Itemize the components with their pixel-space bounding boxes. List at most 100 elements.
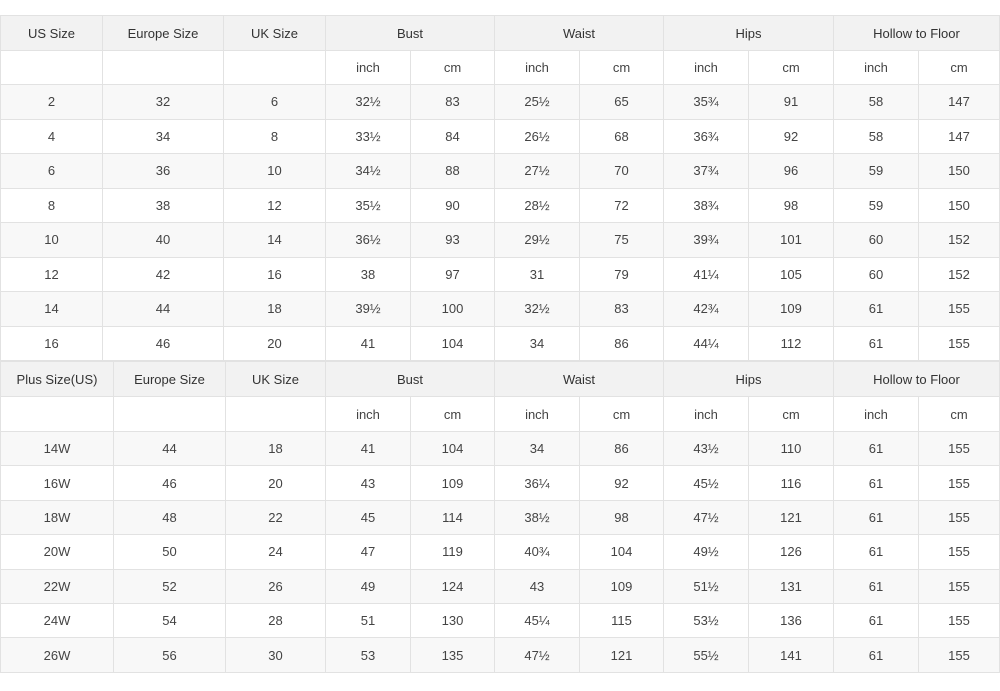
table-cell: 25½ [495, 85, 580, 120]
table-cell: 27½ [495, 154, 580, 189]
table-cell: 121 [749, 500, 834, 536]
column-header: UK Size [224, 16, 326, 51]
column-header: Waist [495, 16, 664, 51]
table-cell: 110 [749, 432, 834, 467]
table-cell: 20W [1, 535, 114, 570]
table-cell: 34 [495, 326, 580, 361]
table-cell: 4 [1, 119, 103, 154]
table-cell: 22 [226, 500, 326, 536]
table-cell: 14 [224, 223, 326, 258]
table-cell: 47½ [664, 500, 749, 536]
table-cell: 14 [1, 292, 103, 327]
table-cell: 34 [495, 432, 580, 467]
table-cell: 16 [1, 326, 103, 361]
column-header: Europe Size [103, 16, 224, 51]
table-cell: 104 [580, 535, 664, 570]
table-cell: 86 [580, 326, 664, 361]
column-header: Hips [664, 362, 834, 397]
table-cell: 61 [834, 466, 919, 501]
table-cell: 49 [326, 569, 411, 604]
table-cell: 109 [749, 292, 834, 327]
table-cell: 84 [411, 119, 495, 154]
empty-cell [1, 397, 114, 432]
empty-cell [226, 397, 326, 432]
table-cell: 47½ [495, 638, 580, 673]
table-cell: 83 [411, 85, 495, 120]
table-cell: 8 [224, 119, 326, 154]
table-cell: 46 [103, 326, 224, 361]
table-cell: 38 [326, 257, 411, 292]
table-cell: 48 [114, 500, 226, 536]
table-cell: 32½ [326, 85, 411, 120]
table-cell: 155 [919, 292, 1000, 327]
table-cell: 24W [1, 603, 114, 639]
table-cell: 65 [580, 85, 664, 120]
table-cell: 147 [919, 119, 1000, 154]
unit-header: cm [749, 51, 834, 85]
table-cell: 28½ [495, 188, 580, 223]
table-cell: 124 [411, 569, 495, 604]
column-header: US Size [1, 16, 103, 51]
table-cell: 61 [834, 500, 919, 536]
table-cell: 41¼ [664, 257, 749, 292]
table-cell: 60 [834, 223, 919, 258]
table-cell: 55½ [664, 638, 749, 673]
table-cell: 31 [495, 257, 580, 292]
unit-header: cm [411, 51, 495, 85]
table-cell: 104 [411, 326, 495, 361]
table-cell: 90 [411, 188, 495, 223]
unit-header: inch [834, 51, 919, 85]
table-cell: 86 [580, 432, 664, 467]
table-cell: 54 [114, 603, 226, 639]
table-cell: 47 [326, 535, 411, 570]
table-cell: 16W [1, 466, 114, 501]
table-cell: 26W [1, 638, 114, 673]
table-cell: 50 [114, 535, 226, 570]
table-cell: 58 [834, 119, 919, 154]
table-cell: 93 [411, 223, 495, 258]
table-cell: 155 [919, 432, 1000, 467]
empty-cell [224, 51, 326, 85]
table-cell: 16 [224, 257, 326, 292]
table-cell: 34½ [326, 154, 411, 189]
table-cell: 45½ [664, 466, 749, 501]
table-cell: 36½ [326, 223, 411, 258]
table-cell: 44 [103, 292, 224, 327]
table-cell: 105 [749, 257, 834, 292]
table-cell: 52 [114, 569, 226, 604]
table-cell: 38¾ [664, 188, 749, 223]
table-cell: 100 [411, 292, 495, 327]
unit-header: inch [495, 397, 580, 432]
table-cell: 101 [749, 223, 834, 258]
table-cell: 70 [580, 154, 664, 189]
table-cell: 141 [749, 638, 834, 673]
table-cell: 43 [495, 569, 580, 604]
empty-cell [114, 397, 226, 432]
table-cell: 44 [114, 432, 226, 467]
table-cell: 42¾ [664, 292, 749, 327]
table-cell: 115 [580, 603, 664, 639]
table-cell: 45¼ [495, 603, 580, 639]
table-cell: 51½ [664, 569, 749, 604]
table-cell: 18 [226, 432, 326, 467]
table-cell: 126 [749, 535, 834, 570]
table-cell: 32½ [495, 292, 580, 327]
table-cell: 92 [749, 119, 834, 154]
table-cell: 43½ [664, 432, 749, 467]
column-header: Bust [326, 362, 495, 397]
table-cell: 39¾ [664, 223, 749, 258]
table-cell: 97 [411, 257, 495, 292]
table-cell: 155 [919, 569, 1000, 604]
unit-header: inch [326, 51, 411, 85]
table-cell: 36 [103, 154, 224, 189]
table-cell: 58 [834, 85, 919, 120]
table-cell: 109 [580, 569, 664, 604]
table-cell: 61 [834, 603, 919, 639]
table-cell: 6 [224, 85, 326, 120]
table-cell: 41 [326, 326, 411, 361]
table-cell: 12 [1, 257, 103, 292]
table-cell: 49½ [664, 535, 749, 570]
table-cell: 61 [834, 638, 919, 673]
table-cell: 34 [103, 119, 224, 154]
